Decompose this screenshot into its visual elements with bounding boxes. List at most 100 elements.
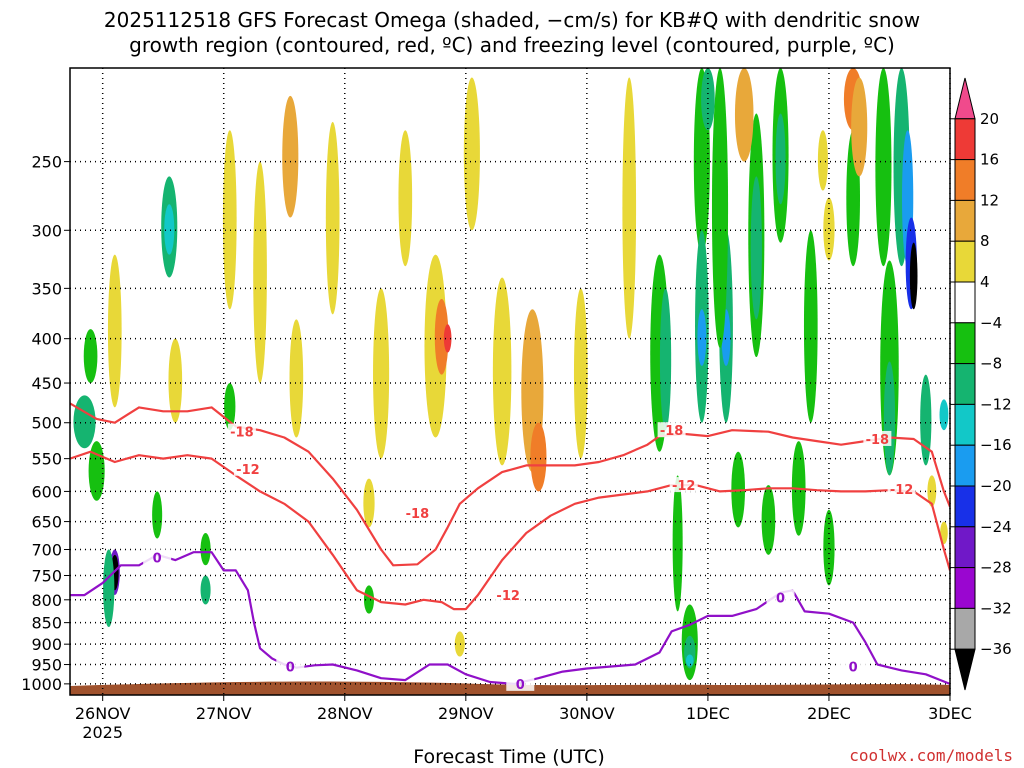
colorbar-swatch-5 <box>954 281 976 324</box>
omega-cell-34 <box>659 288 672 431</box>
y-tick-label-650: 650 <box>31 513 62 532</box>
contour-line-2 <box>70 551 950 685</box>
contour-lines: -18 -18 -18 -18 -12 -12 -12 -12 0 0 0 0 0 <box>70 402 950 693</box>
y-tick-label-800: 800 <box>31 591 62 610</box>
colorbar-swatch-2 <box>954 159 976 201</box>
contour-label-1-1: -12 <box>496 589 520 604</box>
colorbar-label-3: 8 <box>980 232 990 250</box>
colorbar-label-8: −16 <box>980 436 1012 454</box>
omega-cell-50 <box>803 230 818 423</box>
colorbar-label-10: −24 <box>980 518 1012 536</box>
colorbar-swatch-14 <box>954 648 976 691</box>
omega-cell-7 <box>164 204 175 255</box>
chart-title-line-1: 2025112518 GFS Forecast Omega (shaded, −… <box>104 8 920 32</box>
omega-cell-45 <box>701 68 715 131</box>
colorbar-swatch-7 <box>954 363 976 405</box>
omega-cell-32 <box>454 631 465 657</box>
omega-cell-67 <box>851 77 868 177</box>
omega-cell-49 <box>775 113 786 205</box>
y-tick-label-550: 550 <box>31 450 62 469</box>
x-tick-label-4: 30NOV <box>559 704 615 723</box>
chart-title-line-2: growth region (contoured, red, ºC) and f… <box>129 33 895 57</box>
colorbar-label-1: 16 <box>980 151 999 169</box>
colorbar-swatch-12 <box>954 567 976 609</box>
omega-cell-30 <box>152 491 163 539</box>
x-tick-label-5: 1DEC <box>686 704 730 723</box>
colorbar-swatch-13 <box>954 607 976 650</box>
contour-label-bg-0-0 <box>227 423 256 439</box>
x-tick-label-7: 3DEC <box>928 704 972 723</box>
omega-cell-18 <box>434 298 449 375</box>
omega-cell-47 <box>750 176 762 320</box>
contour-label-1-3: -12 <box>890 483 914 498</box>
x-year-label: 2025 <box>82 723 123 742</box>
colorbar-label-12: −32 <box>980 599 1012 617</box>
colorbar-swatch-6 <box>954 322 976 365</box>
contour-label-bg-2-1 <box>276 658 305 674</box>
colorbar-label-2: 12 <box>980 191 999 209</box>
colorbar-swatch-11 <box>954 526 976 569</box>
contour-label-2-1: 0 <box>286 661 295 676</box>
contour-label-0-2: -18 <box>660 424 684 439</box>
omega-cell-22 <box>530 422 547 492</box>
y-tick-label-400: 400 <box>31 330 62 349</box>
y-tick-label-950: 950 <box>31 656 62 675</box>
omega-cell-65 <box>734 68 754 162</box>
y-axis: 250 300 350 400 450 500 550 600 650 700 750 800 850 9… <box>21 153 70 694</box>
omega-cell-2 <box>73 395 96 449</box>
omega-cell-63 <box>920 374 932 466</box>
omega-cell-24 <box>622 77 637 339</box>
omega-cell-28 <box>363 478 375 528</box>
omega-shading <box>73 68 949 681</box>
colorbar: 20 16 12 8 4 −4 −8 −12 −16 −20 −24 −28 −32 −36 <box>950 77 1012 691</box>
colorbar-swatch-10 <box>954 485 976 528</box>
y-tick-label-600: 600 <box>31 482 62 501</box>
y-tick-label-1000: 1000 <box>21 675 62 694</box>
omega-cell-25 <box>463 77 480 231</box>
colorbar-swatch-9 <box>954 444 976 487</box>
x-axis: 26NOV 27NOV 28NOV 29NOV 30NOV 1DEC 2DEC 3DEC 202… <box>75 695 972 742</box>
colorbar-label-4: 4 <box>980 273 990 291</box>
contour-label-bg-1-1 <box>494 587 523 603</box>
contour-label-1-2: -12 <box>672 479 696 494</box>
y-tick-label-350: 350 <box>31 279 62 298</box>
omega-cell-41 <box>711 68 729 348</box>
x-tick-label-6: 2DEC <box>807 704 851 723</box>
colorbar-swatch-4 <box>954 240 976 283</box>
colorbar-swatch-8 <box>954 403 976 446</box>
plot-area: -18 -18 -18 -18 -12 -12 -12 -12 0 0 0 0 0 <box>69 67 951 696</box>
colorbar-label-11: −28 <box>980 559 1012 577</box>
contour-label-bg-1-2 <box>669 477 698 493</box>
contour-label-bg-2-3 <box>766 589 795 605</box>
omega-cell-10 <box>107 254 122 408</box>
contour-label-2-3: 0 <box>776 591 785 606</box>
omega-cell-20 <box>492 277 512 466</box>
colorbar-label-7: −12 <box>980 395 1012 413</box>
omega-cell-23 <box>573 288 588 459</box>
omega-cell-26 <box>398 130 413 267</box>
contour-label-0-1: -18 <box>406 507 430 522</box>
colorbar-label-0: 20 <box>980 110 999 128</box>
omega-cell-38 <box>697 309 707 366</box>
omega-cell-44 <box>685 654 694 667</box>
contour-label-2-4: 0 <box>849 661 858 676</box>
colorbar-label-6: −8 <box>980 355 1002 373</box>
y-tick-label-300: 300 <box>31 221 62 240</box>
omega-cell-58 <box>883 361 896 476</box>
omega-cell-64 <box>939 399 949 431</box>
x-axis-label: Forecast Time (UTC) <box>413 746 604 768</box>
omega-cell-16 <box>373 288 390 459</box>
contour-line-0 <box>70 402 950 567</box>
omega-cell-14 <box>289 319 304 438</box>
credit-label: coolwx.com/models <box>849 746 1013 765</box>
omega-cell-52 <box>761 485 776 555</box>
omega-cell-35 <box>672 475 683 612</box>
omega-cell-15 <box>325 121 340 315</box>
contour-label-bg-0-1 <box>403 504 432 520</box>
y-tick-label-900: 900 <box>31 635 62 654</box>
contour-label-bg-2-4 <box>839 658 868 674</box>
contour-label-2-0: 0 <box>153 551 162 566</box>
omega-cell-12 <box>222 130 237 310</box>
contour-label-bg-2-0 <box>143 549 172 565</box>
contour-label-0-0: -18 <box>230 426 254 441</box>
